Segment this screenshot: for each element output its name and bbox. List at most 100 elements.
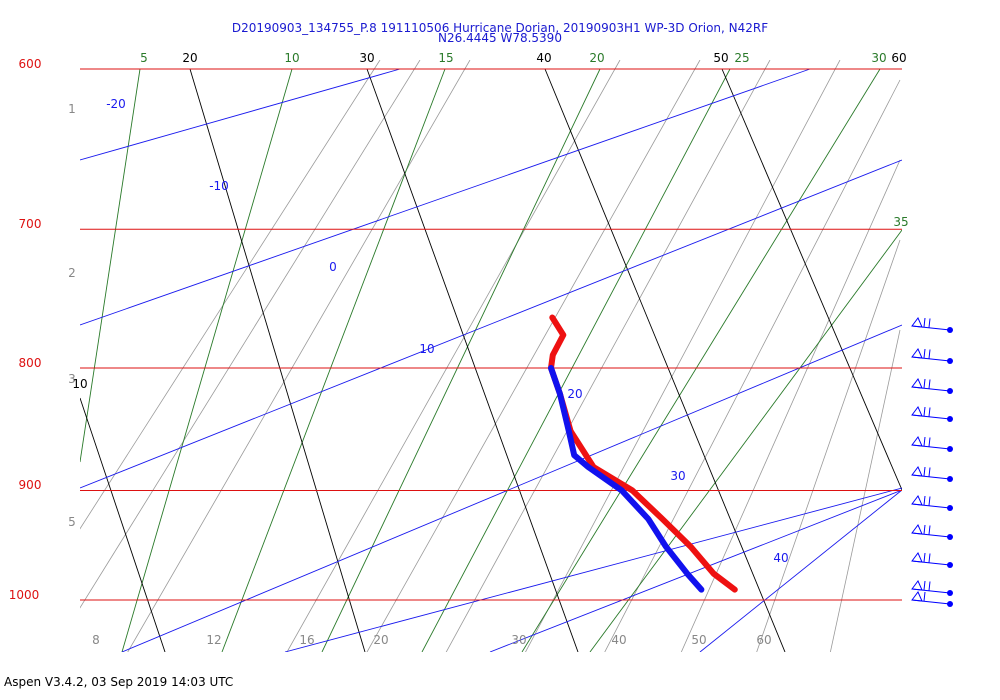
isotherm-label: -20	[106, 97, 126, 111]
mixing-ratio-line	[221, 68, 446, 652]
dry-adiabat-line	[366, 68, 579, 652]
isotherm-line	[80, 159, 902, 489]
chart-title-line2: N26.4445 W78.5390	[438, 31, 562, 45]
isotherm-label: -10	[209, 179, 229, 193]
wind-barb-pennant	[911, 406, 923, 417]
mixing-ratio-line	[521, 68, 881, 652]
wind-barb-feather	[928, 349, 931, 359]
isotherm-line	[121, 324, 902, 652]
pressure-label: 700	[19, 217, 42, 231]
mixing-ratio-label: 20	[589, 51, 604, 65]
wind-barb-pennant	[911, 591, 923, 602]
isotherm-label: 20	[567, 387, 582, 401]
moist-adiabat-line	[604, 79, 901, 652]
dry-adiabat-line	[544, 68, 786, 652]
moist-adiabat-line	[829, 329, 901, 652]
wind-barb-feather	[923, 591, 926, 602]
bottom-label: 30	[511, 633, 526, 647]
wind-barb-feather	[928, 437, 931, 447]
wind-barb-feather	[923, 495, 926, 506]
wind-barb-feather	[923, 406, 926, 417]
moist-adiabat-line	[80, 60, 381, 530]
mixing-ratio-line	[421, 68, 731, 652]
wind-barb-pennant	[911, 317, 923, 328]
moist-adiabat-line	[680, 159, 901, 652]
wind-barb	[911, 406, 953, 422]
height-label: 2	[68, 266, 76, 280]
pressure-label: 600	[19, 57, 42, 71]
wind-barb-pennant	[911, 378, 923, 389]
wind-barb-feather	[923, 552, 926, 563]
bottom-label: 50	[691, 633, 706, 647]
wind-barb-feather	[923, 317, 926, 328]
mixing-ratio-line	[589, 229, 902, 652]
wind-barb-feather	[928, 496, 931, 506]
moist-adiabat-line	[445, 60, 771, 652]
isotherm-line	[489, 489, 902, 652]
mixing-ratio-label: 30	[871, 51, 886, 65]
wind-barb-feather	[928, 581, 931, 591]
isotherm-label: 40	[773, 551, 788, 565]
wind-barb-feather	[923, 436, 926, 447]
wind-barb-pennant	[911, 348, 923, 359]
bottom-label: 60	[756, 633, 771, 647]
wind-barb-pennant	[911, 524, 923, 535]
wind-barb	[911, 524, 953, 540]
mixing-ratio-label: 15	[438, 51, 453, 65]
isotherm-label: 0	[329, 260, 337, 274]
bottom-label: 8	[92, 633, 100, 647]
wind-barb-feather	[923, 378, 926, 389]
height-label: 1	[68, 102, 76, 116]
wind-barb	[911, 317, 953, 333]
isotherm-label: 30	[670, 469, 685, 483]
wind-barb-feather	[923, 466, 926, 477]
moist-adiabat-line	[286, 60, 621, 652]
wind-barb-pennant	[911, 552, 923, 563]
chart-title-line1: D20190903_134755_P.8 191110506 Hurricane…	[231, 21, 769, 35]
wind-barb-feather	[928, 407, 931, 417]
temperature-profile	[548, 314, 738, 593]
isotherm-line	[284, 487, 902, 652]
mixing-ratio-line	[80, 68, 141, 463]
pressure-label: 800	[19, 356, 42, 370]
bottom-label: 20	[373, 633, 388, 647]
dry-adiabat-label: 20	[182, 51, 197, 65]
isotherm-label: 10	[419, 342, 434, 356]
bottom-label: 16	[299, 633, 314, 647]
dry-adiabat-line	[721, 68, 902, 491]
isotherm-line	[699, 489, 902, 652]
mixing-ratio-line	[121, 68, 293, 652]
wind-barb	[911, 348, 953, 364]
wind-barb	[911, 591, 953, 607]
wind-barb	[911, 466, 953, 482]
adiabat-lines	[80, 60, 902, 652]
dry-adiabat-line	[80, 397, 166, 652]
wind-barb-feather	[928, 553, 931, 563]
wind-barb	[911, 378, 953, 394]
isotherm-line	[80, 68, 401, 161]
mixing-ratio-label: 10	[284, 51, 299, 65]
wind-barb-pennant	[911, 436, 923, 447]
wind-barb	[911, 580, 953, 596]
moist-adiabat-line	[366, 60, 701, 652]
wind-barb-feather	[928, 318, 931, 328]
wind-barb-feather	[928, 525, 931, 535]
sounding-profiles	[548, 314, 738, 593]
wind-barb-pennant	[911, 580, 923, 591]
wind-barb	[911, 495, 953, 511]
wind-barbs	[911, 317, 953, 607]
dry-adiabat-label: 10	[72, 377, 87, 391]
wind-barb-feather	[928, 467, 931, 477]
moist-adiabat-line	[80, 60, 421, 609]
wind-barb	[911, 436, 953, 452]
dry-adiabat-label: 60	[891, 51, 906, 65]
wind-barb-pennant	[911, 495, 923, 506]
wind-barb-feather	[923, 524, 926, 535]
wind-barb	[911, 552, 953, 568]
isobar-lines	[80, 68, 902, 601]
isotherm-line	[80, 68, 811, 326]
wind-barb-feather	[923, 580, 926, 591]
pressure-label: 1000	[9, 588, 40, 602]
